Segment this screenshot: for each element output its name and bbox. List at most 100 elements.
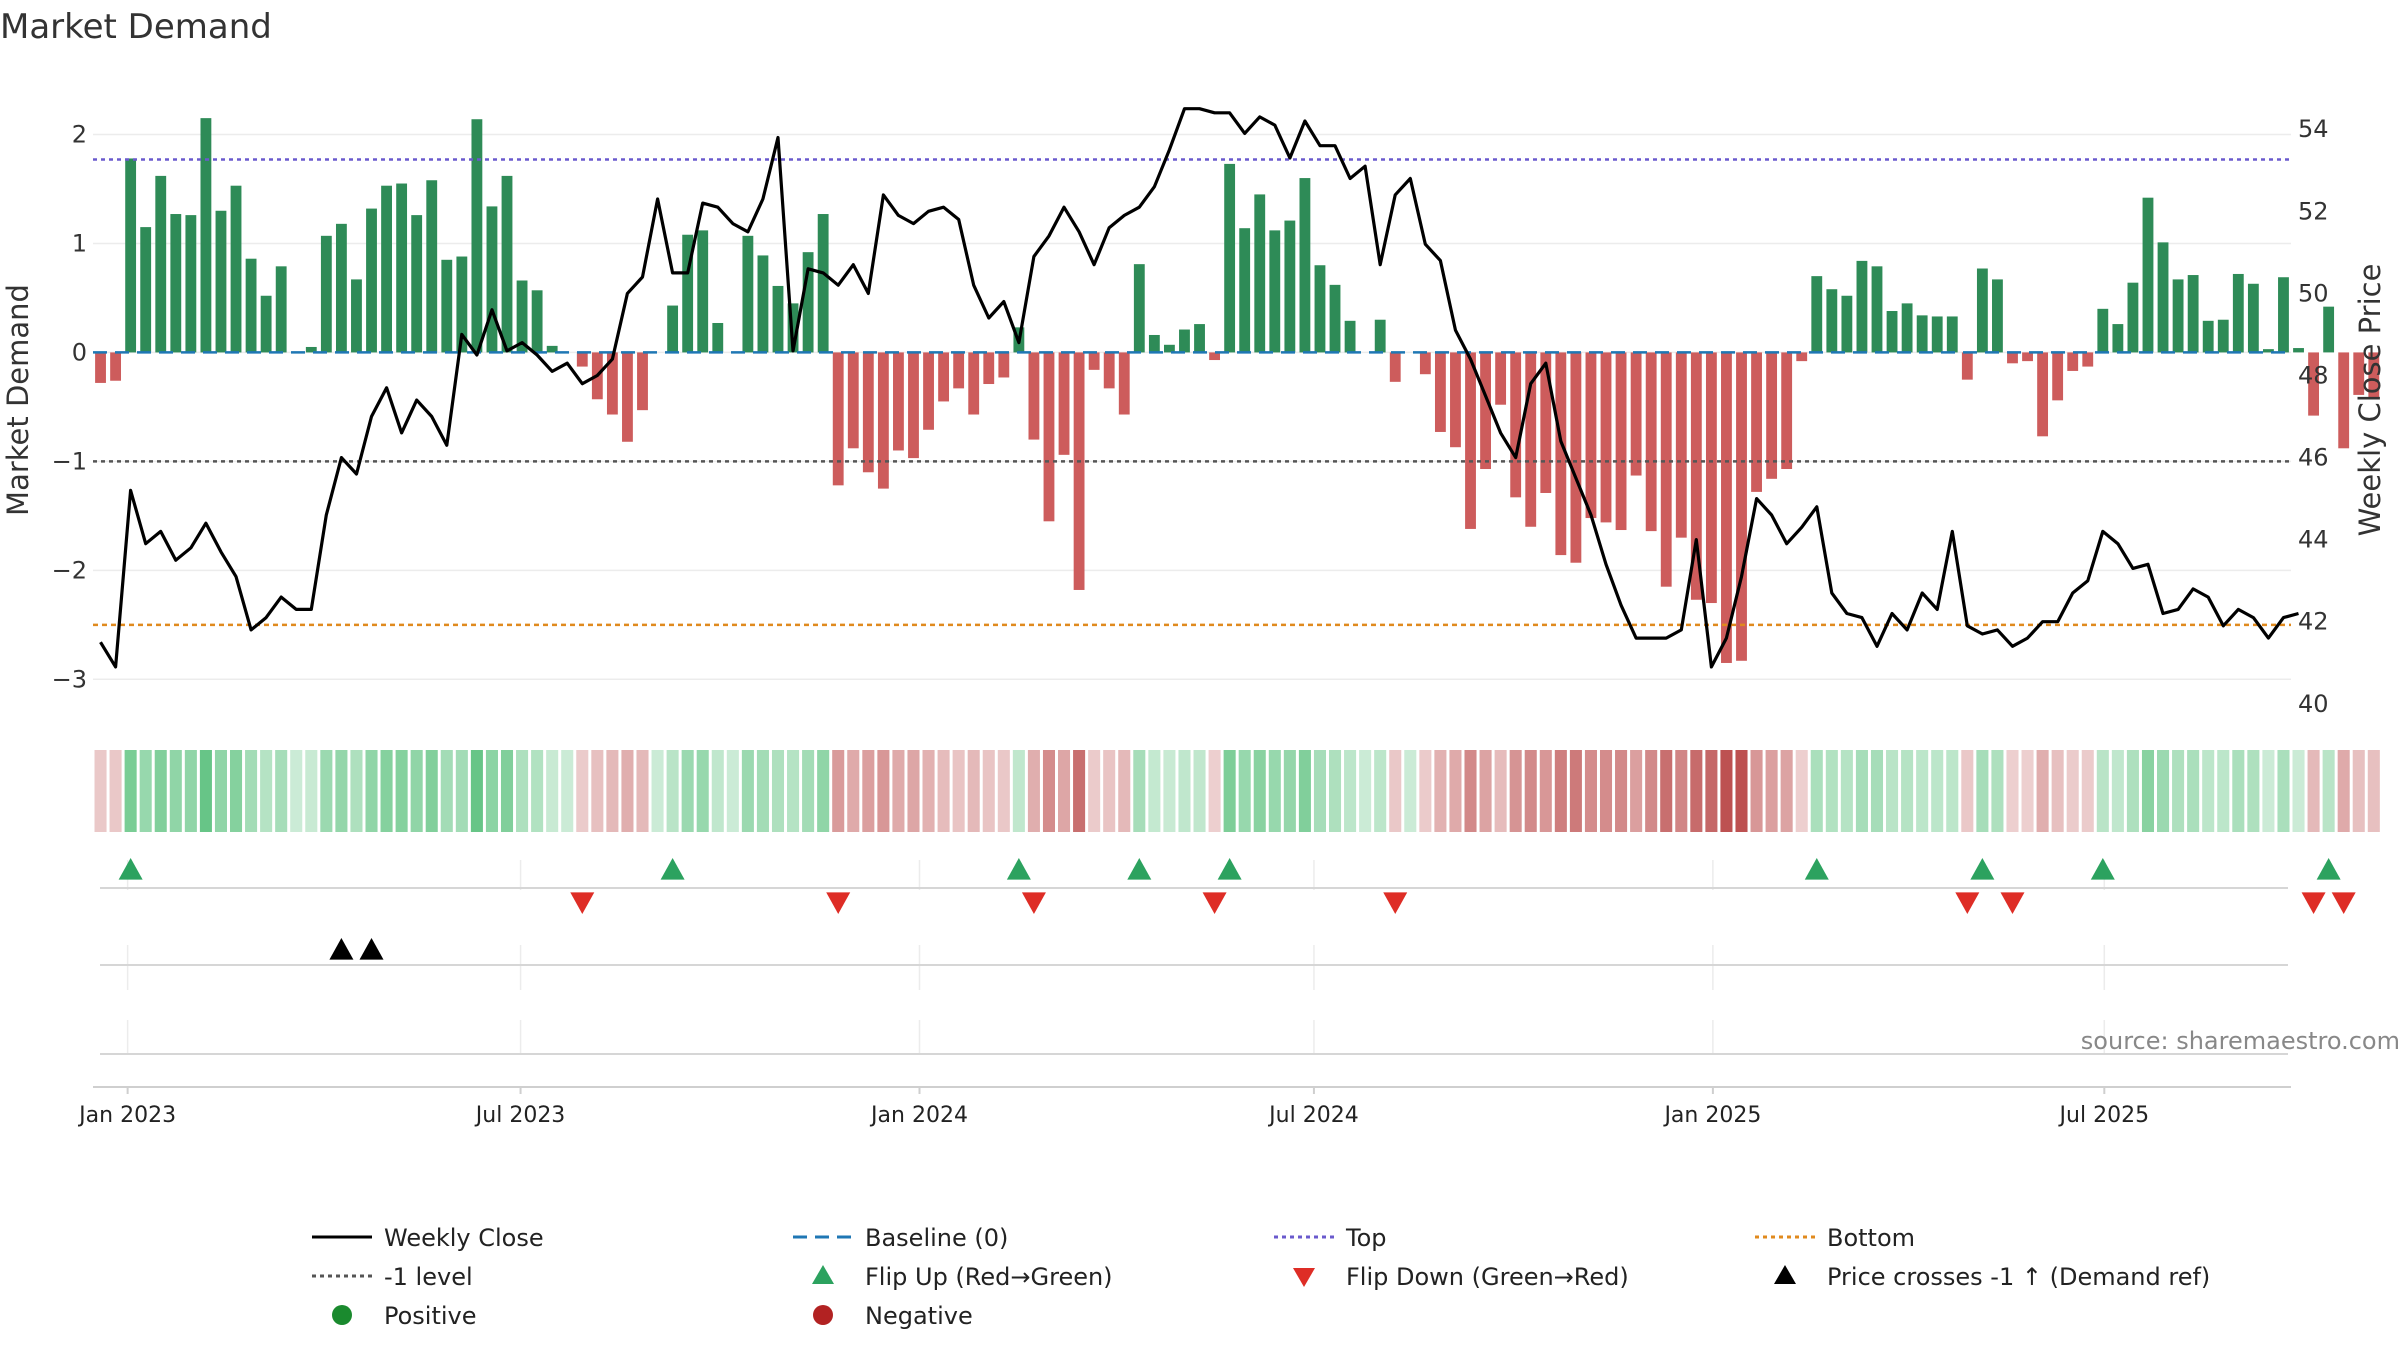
heat-cell: [2202, 750, 2215, 832]
chart-title: Market Demand: [0, 7, 272, 47]
heat-cell: [741, 750, 754, 832]
heat-cell: [1584, 750, 1597, 832]
demand-bar: [1269, 230, 1281, 353]
heat-cell: [2217, 750, 2230, 832]
heat-cell: [862, 750, 875, 832]
demand-bar: [1721, 352, 1732, 663]
demand-bar: [2037, 352, 2049, 437]
y-axis-left-ticks: 2 1 0 −1 −2 −3: [52, 120, 87, 693]
heat-cell: [1750, 750, 1763, 832]
heat-cell: [1810, 750, 1823, 832]
demand-bar: [1299, 178, 1311, 353]
demand-bar: [305, 346, 317, 353]
heat-cell: [1886, 750, 1899, 832]
heat-cell: [1509, 750, 1522, 832]
demand-bar: [787, 303, 799, 353]
y2-tick-label: 54: [2298, 115, 2329, 143]
x-tick-label: Jul 2025: [2058, 1103, 2150, 1128]
heat-cell: [1524, 750, 1537, 832]
heat-cell: [681, 750, 694, 832]
heat-cell: [440, 750, 453, 832]
heat-cell: [184, 750, 197, 832]
demand-bar: [2187, 275, 2199, 353]
source-credit: source: sharemaestro.com: [2081, 1027, 2400, 1055]
heat-cell: [260, 750, 273, 832]
heat-cell: [516, 750, 529, 832]
heat-cell: [531, 750, 544, 832]
demand-bar: [2247, 283, 2259, 353]
heat-cell: [2157, 750, 2170, 832]
demand-bar: [637, 352, 648, 411]
demand-bar: [1826, 289, 1838, 353]
demand-bar: [1856, 260, 1868, 353]
demand-bar: [2172, 279, 2184, 353]
heat-cell: [1178, 750, 1191, 832]
demand-bar: [1525, 352, 1537, 527]
legend-label: Price crosses -1 ↑ (Demand ref): [1827, 1263, 2210, 1291]
demand-bar: [1118, 352, 1130, 415]
y-axis-label: Market Demand: [1, 284, 35, 516]
heat-cell: [2247, 750, 2260, 832]
heat-cell: [2172, 750, 2185, 832]
heat-cell: [1916, 750, 1929, 832]
legend-label: Weekly Close: [384, 1224, 544, 1252]
legend-swatch: [1293, 1268, 1315, 1287]
demand-bar: [200, 118, 212, 353]
y-axis-right-ticks: 54 52 50 48 46 44 42 40: [2298, 115, 2329, 718]
demand-bar: [95, 352, 106, 383]
flip-down-marker: [1021, 892, 1046, 914]
demand-bar: [1209, 352, 1221, 361]
heat-cell: [967, 750, 980, 832]
demand-bar: [697, 230, 709, 353]
heat-cell: [2006, 750, 2019, 832]
demand-bar: [742, 235, 754, 353]
demand-bar: [335, 223, 347, 353]
heat-cell: [169, 750, 182, 832]
flip-up-marker: [660, 858, 685, 880]
heat-cell: [1660, 750, 1673, 832]
heat-cell: [2021, 750, 2034, 832]
flip-up-marker: [1127, 858, 1152, 880]
x-tick-label: Jul 2024: [1267, 1103, 1359, 1128]
demand-bar: [1284, 220, 1296, 353]
demand-bar: [817, 214, 829, 353]
demand-bar: [968, 352, 980, 415]
demand-bar: [155, 175, 167, 353]
legend-label: Baseline (0): [865, 1224, 1008, 1252]
legend-swatch: [332, 1305, 352, 1325]
demand-bar: [1043, 352, 1055, 522]
demand-bar: [893, 352, 904, 451]
demand-bar: [1796, 352, 1808, 362]
plot-area: [93, 80, 2291, 712]
heat-cell: [1344, 750, 1357, 832]
legend-item: Price crosses -1 ↑ (Demand ref): [1774, 1263, 2210, 1291]
heat-cell: [817, 750, 830, 832]
y-tick-label: −1: [52, 447, 87, 475]
demand-bar: [1841, 295, 1853, 353]
demand-bar: [1811, 276, 1823, 353]
heat-cell: [1599, 750, 1613, 832]
demand-bar: [1239, 228, 1251, 353]
heat-cell: [305, 750, 318, 832]
demand-bar: [2082, 352, 2094, 367]
flip-down-marker: [1955, 892, 1980, 914]
legend-label: Positive: [384, 1302, 477, 1330]
flip-down-marker: [1383, 892, 1408, 914]
heat-cell: [1328, 750, 1342, 832]
demand-bar: [576, 352, 588, 367]
flip-up-marker: [1970, 858, 1995, 880]
demand-bar: [2112, 324, 2124, 353]
demand-bar: [2022, 352, 2033, 362]
heat-cell: [1283, 750, 1296, 832]
heat-cell: [1404, 750, 1417, 832]
legend-label: Top: [1345, 1224, 1387, 1252]
heat-cell: [1103, 750, 1116, 832]
demand-bar: [471, 119, 483, 353]
heat-cell: [546, 750, 559, 832]
heat-cell: [1961, 750, 1974, 832]
demand-bar: [1540, 352, 1552, 493]
flip-up-marker: [1006, 858, 1031, 880]
heat-cell: [214, 750, 227, 832]
y-tick-label: 1: [72, 229, 87, 257]
heat-cell: [892, 750, 905, 832]
